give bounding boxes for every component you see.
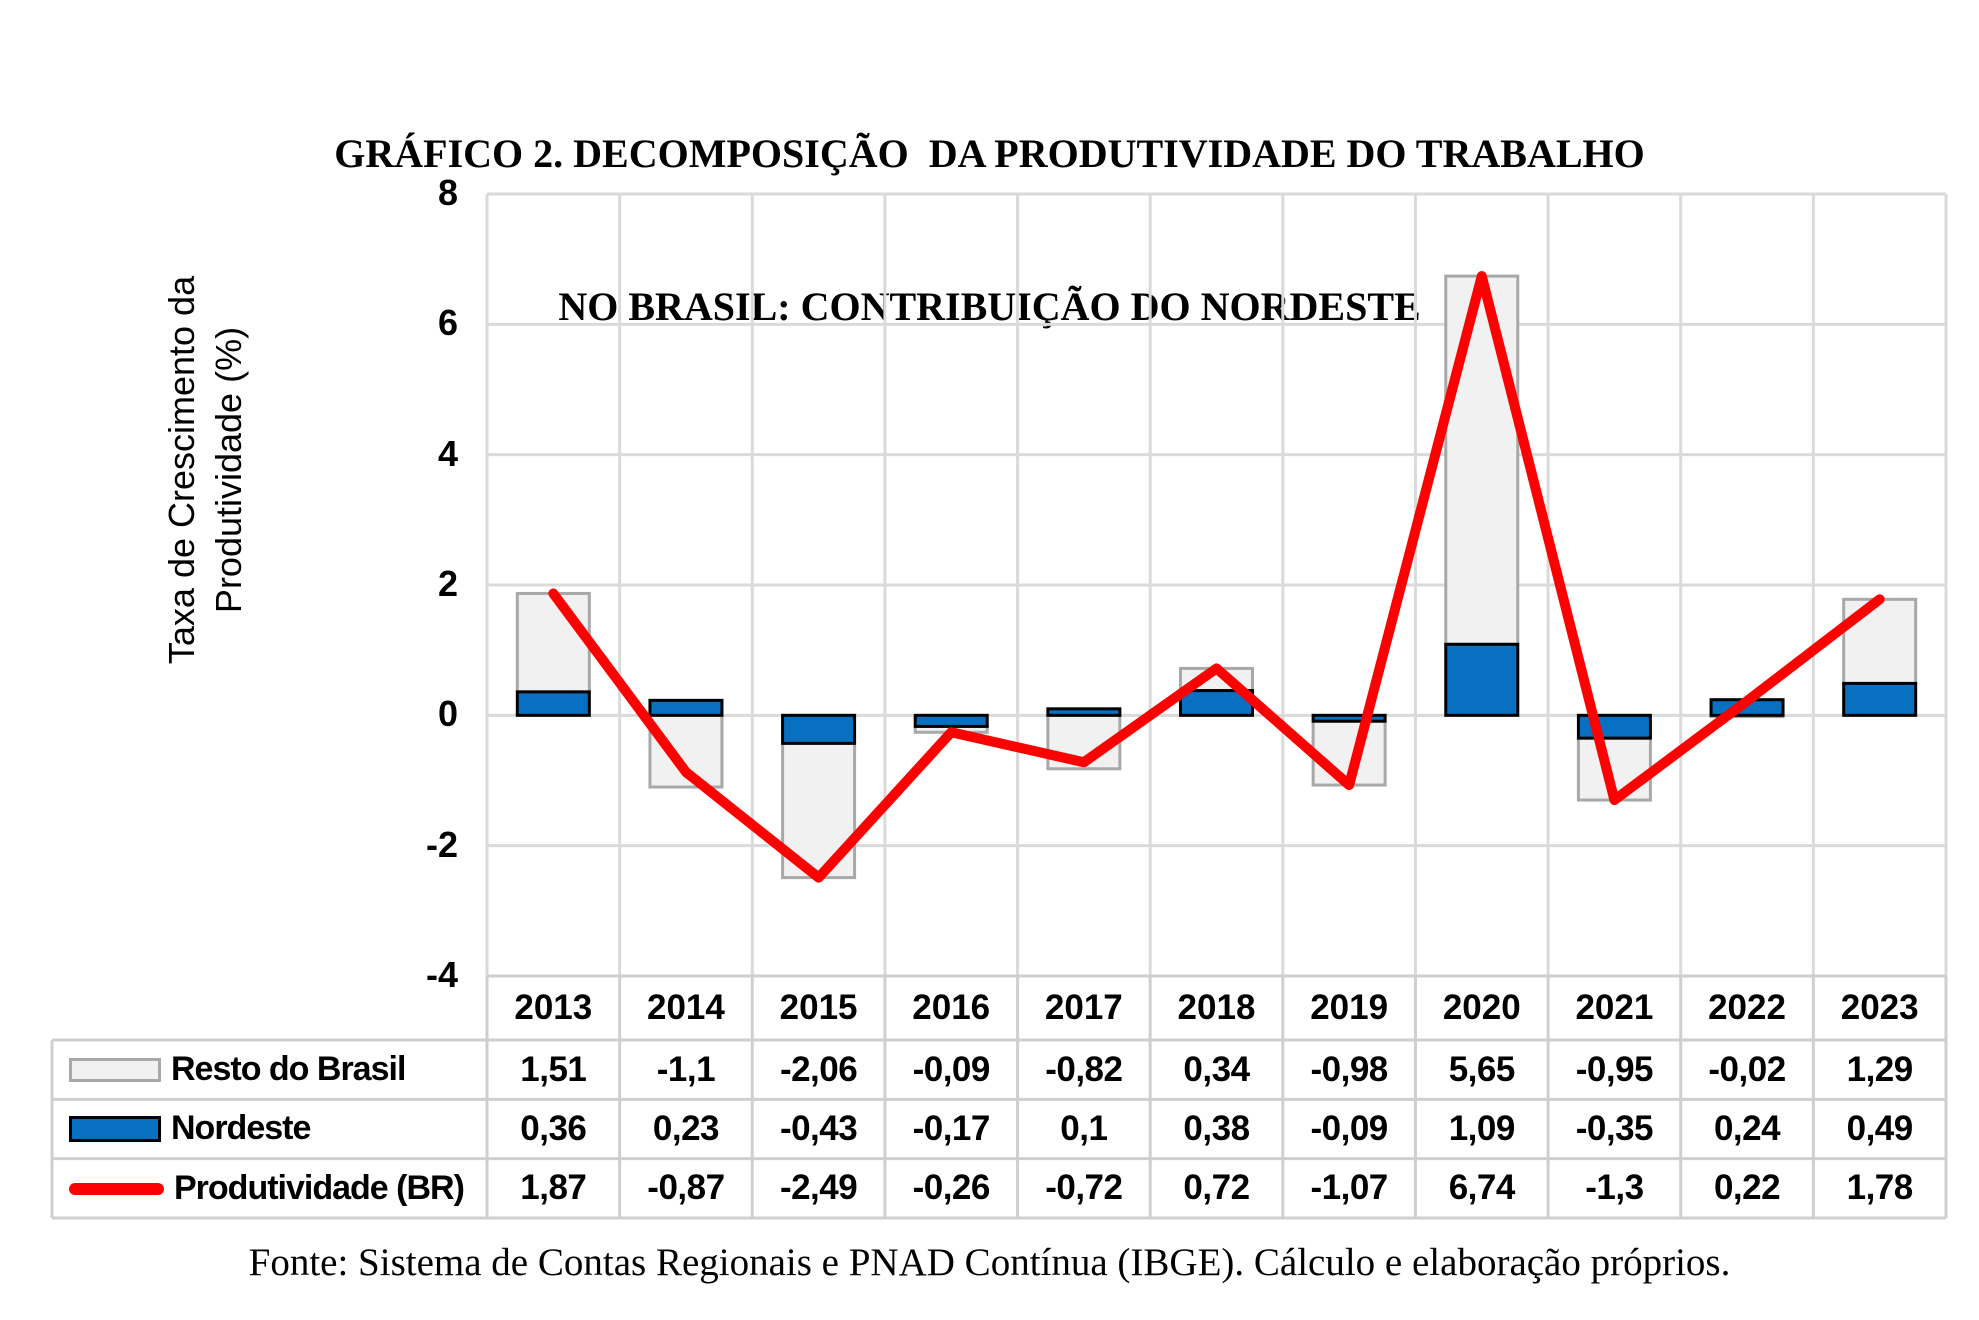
cell-nordeste-2018: 0,38 bbox=[1183, 1108, 1250, 1148]
cell-nordeste-2014: 0,23 bbox=[652, 1108, 720, 1148]
year-label-2021: 2021 bbox=[1575, 988, 1654, 1027]
cell-resto-2019: -0,98 bbox=[1310, 1049, 1388, 1089]
cell-produtividade-2020: 6,74 bbox=[1448, 1168, 1516, 1208]
legend-label-nordeste: Nordeste bbox=[171, 1109, 311, 1147]
legend-swatch-produtividade-line-icon bbox=[69, 1182, 164, 1195]
cell-resto-2020: 5,65 bbox=[1448, 1049, 1516, 1089]
year-label-2020: 2020 bbox=[1442, 988, 1521, 1027]
year-label-2018: 2018 bbox=[1177, 988, 1256, 1027]
year-label-2013: 2013 bbox=[514, 988, 593, 1027]
cell-nordeste-2021: -0,35 bbox=[1575, 1108, 1654, 1148]
cell-nordeste-2023: 0,49 bbox=[1846, 1108, 1914, 1148]
cell-produtividade-2017: -0,72 bbox=[1045, 1168, 1123, 1208]
bar-nordeste-2019 bbox=[1311, 713, 1387, 723]
cell-produtividade-2022: 0,22 bbox=[1713, 1168, 1781, 1208]
bar-nordeste-2015 bbox=[781, 713, 857, 745]
legend-label-resto: Resto do Brasil bbox=[171, 1050, 406, 1088]
cell-resto-2016: -0,09 bbox=[912, 1049, 991, 1089]
legend-swatch-resto-icon bbox=[69, 1057, 161, 1082]
year-label-2015: 2015 bbox=[779, 988, 858, 1027]
year-label-2016: 2016 bbox=[912, 988, 991, 1027]
cell-nordeste-2017: 0,1 bbox=[1060, 1108, 1108, 1148]
y-tick--2: -2 bbox=[425, 823, 458, 865]
cell-nordeste-2022: 0,24 bbox=[1713, 1108, 1781, 1148]
y-tick-6: 6 bbox=[437, 302, 458, 344]
year-label-2017: 2017 bbox=[1044, 988, 1123, 1027]
cell-nordeste-2015: -0,43 bbox=[779, 1108, 858, 1148]
legend-row-nordeste: Nordeste bbox=[52, 1099, 487, 1158]
y-tick-4: 4 bbox=[437, 432, 458, 474]
bar-nordeste-2017 bbox=[1046, 707, 1122, 717]
y-tick--4: -4 bbox=[425, 954, 458, 996]
cell-produtividade-2018: 0,72 bbox=[1183, 1168, 1250, 1208]
year-label-2019: 2019 bbox=[1310, 988, 1389, 1027]
bar-resto-2020 bbox=[1444, 274, 1520, 646]
cell-produtividade-2013: 1,87 bbox=[520, 1168, 587, 1208]
cell-nordeste-2019: -0,09 bbox=[1310, 1108, 1388, 1148]
y-tick-2: 2 bbox=[437, 563, 458, 605]
cell-produtividade-2015: -2,49 bbox=[779, 1168, 858, 1208]
cell-resto-2022: -0,02 bbox=[1708, 1049, 1786, 1089]
cell-resto-2021: -0,95 bbox=[1575, 1049, 1654, 1089]
source-note: Fonte: Sistema de Contas Regionais e PNA… bbox=[248, 1241, 1731, 1284]
y-tick-0: 0 bbox=[437, 693, 458, 735]
bar-nordeste-2014 bbox=[648, 698, 724, 717]
cell-produtividade-2014: -0,87 bbox=[647, 1168, 725, 1208]
legend-row-resto: Resto do Brasil bbox=[52, 1040, 487, 1099]
cell-nordeste-2016: -0,17 bbox=[912, 1108, 991, 1148]
cell-resto-2023: 1,29 bbox=[1846, 1049, 1914, 1089]
bar-nordeste-2016 bbox=[913, 713, 989, 728]
chart-title-line2: NO BRASIL: CONTRIBUIÇÃO DO NORDESTE bbox=[558, 284, 1421, 329]
chart-title-line1: GRÁFICO 2. DECOMPOSIÇÃO DA PRODUTIVIDADE… bbox=[334, 131, 1645, 176]
legend-swatch-nordeste-icon bbox=[69, 1115, 161, 1142]
year-label-2023: 2023 bbox=[1840, 988, 1919, 1027]
cell-nordeste-2013: 0,36 bbox=[520, 1108, 587, 1148]
bar-resto-2023 bbox=[1842, 597, 1918, 685]
bar-nordeste-2020 bbox=[1444, 642, 1520, 717]
bar-nordeste-2023 bbox=[1842, 681, 1918, 717]
cell-produtividade-2016: -0,26 bbox=[912, 1168, 991, 1208]
year-label-2014: 2014 bbox=[647, 988, 725, 1027]
bar-resto-2013 bbox=[515, 591, 591, 694]
legend-label-produtividade: Produtividade (BR) bbox=[174, 1169, 465, 1207]
cell-resto-2014: -1,1 bbox=[656, 1049, 716, 1089]
cell-resto-2013: 1,51 bbox=[520, 1049, 587, 1089]
bar-nordeste-2018 bbox=[1179, 689, 1254, 717]
cell-produtividade-2019: -1,07 bbox=[1310, 1168, 1388, 1208]
cell-produtividade-2023: 1,78 bbox=[1846, 1168, 1914, 1208]
year-label-2022: 2022 bbox=[1708, 988, 1786, 1027]
cell-resto-2018: 0,34 bbox=[1183, 1049, 1250, 1089]
chart-title: GRÁFICO 2. DECOMPOSIÇÃO DA PRODUTIVIDADE… bbox=[0, 26, 1979, 434]
bar-nordeste-2013 bbox=[515, 690, 591, 717]
cell-resto-2017: -0,82 bbox=[1045, 1049, 1123, 1089]
legend-row-produtividade: Produtividade (BR) bbox=[52, 1159, 487, 1218]
cell-nordeste-2020: 1,09 bbox=[1448, 1108, 1516, 1148]
cell-resto-2015: -2,06 bbox=[779, 1049, 858, 1089]
y-tick-8: 8 bbox=[437, 172, 458, 214]
cell-produtividade-2021: -1,3 bbox=[1585, 1168, 1644, 1208]
productivity-line bbox=[548, 271, 1885, 883]
